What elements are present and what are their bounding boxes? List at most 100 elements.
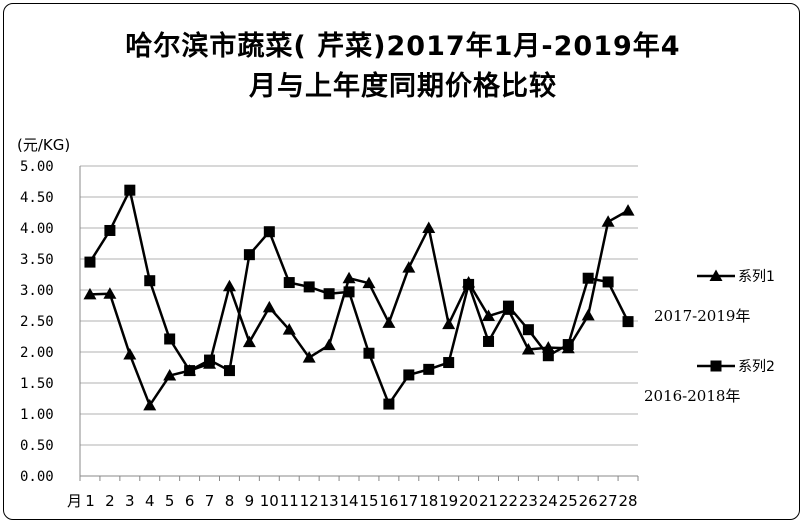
data-point	[242, 335, 256, 348]
data-point	[104, 224, 116, 236]
y-tick-label: 4.00	[20, 221, 54, 237]
y-tick-label: 4.50	[20, 190, 54, 206]
x-tick-label: 16	[379, 492, 398, 510]
data-point	[382, 316, 396, 328]
x-tick-label: 11	[280, 492, 299, 510]
data-point	[143, 398, 157, 411]
data-point	[442, 317, 456, 330]
data-point	[581, 308, 595, 321]
data-point	[463, 278, 475, 290]
y-tick-label: 0.50	[20, 438, 54, 454]
x-axis-ticks: 1 2 3 4 5 6 7 8 9 10 11 12 13 14 15 16 17 18 19 20 21 22 23 24 2…	[67, 476, 639, 510]
data-point	[83, 287, 97, 300]
chart-title-line1: 哈尔滨市蔬菜( 芹菜)2017年1月-2019年4	[125, 31, 681, 62]
x-tick-label: 15	[359, 492, 378, 510]
data-point	[502, 300, 514, 312]
x-tick-label: 3	[125, 492, 135, 510]
data-point	[223, 365, 235, 377]
period-annotation: 2017-2019年	[654, 307, 750, 325]
data-point	[84, 256, 96, 268]
x-tick-label: 6	[185, 492, 195, 510]
y-tick-label: 5.00	[20, 159, 54, 175]
series-1	[83, 204, 635, 411]
y-tick-label: 2.50	[20, 314, 54, 330]
x-tick-label: 25	[559, 492, 578, 510]
x-tick-label: 17	[399, 492, 418, 510]
data-point	[302, 351, 316, 363]
data-point	[621, 204, 635, 216]
data-point	[443, 357, 455, 369]
data-point	[342, 271, 356, 284]
x-tick-label: 7	[205, 492, 215, 510]
data-point	[144, 275, 156, 287]
y-tick-label: 3.00	[20, 283, 54, 299]
x-tick-label: 14	[339, 492, 358, 510]
data-point	[383, 398, 395, 410]
chart-frame	[3, 3, 800, 520]
x-tick-label: 2	[105, 492, 115, 510]
legend-marker	[710, 360, 722, 372]
period-annotation: 2016-2018年	[644, 387, 740, 405]
data-point	[164, 333, 176, 345]
x-tick-label: 1	[85, 492, 95, 510]
y-tick-label: 3.50	[20, 252, 54, 268]
y-axis-unit-label: (元/KG)	[17, 136, 71, 154]
x-tick-label: 18	[419, 492, 438, 510]
data-point	[103, 287, 117, 299]
y-tick-label: 1.00	[20, 407, 54, 423]
data-point	[263, 226, 275, 238]
series-2	[84, 184, 634, 410]
data-point	[482, 309, 496, 322]
y-tick-label: 0.00	[20, 469, 54, 485]
series-line	[88, 188, 630, 406]
x-tick-label: 12	[300, 492, 319, 510]
data-point	[262, 300, 276, 313]
data-point	[163, 369, 177, 381]
data-point	[602, 276, 614, 288]
data-point	[243, 249, 255, 261]
data-point	[601, 215, 615, 227]
y-axis-ticks: 0.00 0.50 1.00 1.50 2.00 2.50 3.00 3.50 4.00 4.50…	[20, 159, 54, 485]
data-point	[323, 288, 335, 300]
x-axis-month-prefix: 月	[67, 492, 82, 510]
data-point	[222, 279, 236, 292]
data-point	[343, 286, 355, 298]
data-point	[423, 363, 435, 375]
y-tick-label: 2.00	[20, 345, 54, 361]
x-tick-label: 13	[320, 492, 339, 510]
legend-marker	[709, 269, 723, 281]
data-point	[522, 324, 534, 336]
legend-label: 系列1	[738, 269, 775, 285]
data-point	[582, 272, 594, 284]
x-tick-label: 4	[145, 492, 155, 510]
x-tick-label: 20	[459, 492, 478, 510]
data-point	[403, 369, 415, 381]
x-tick-label: 23	[519, 492, 538, 510]
data-point	[562, 339, 574, 351]
data-point	[123, 347, 137, 360]
x-tick-label: 28	[618, 492, 637, 510]
y-tick-label: 1.50	[20, 376, 54, 392]
data-point	[283, 277, 295, 289]
data-point	[622, 316, 634, 328]
data-point	[322, 338, 336, 351]
data-point	[282, 323, 296, 335]
data-point	[362, 276, 376, 289]
series-line	[89, 209, 629, 407]
x-tick-label: 24	[539, 492, 558, 510]
x-tick-label: 9	[245, 492, 255, 510]
data-point	[303, 281, 315, 293]
data-point	[402, 261, 416, 273]
data-point	[483, 335, 495, 347]
data-point	[422, 221, 436, 233]
legend-label: 系列2	[738, 359, 775, 375]
x-tick-label: 10	[260, 492, 279, 510]
x-tick-label: 26	[579, 492, 598, 510]
x-tick-label: 19	[439, 492, 458, 510]
data-point	[184, 365, 196, 377]
data-point	[124, 184, 136, 196]
data-point	[542, 350, 554, 362]
data-point	[363, 347, 375, 359]
